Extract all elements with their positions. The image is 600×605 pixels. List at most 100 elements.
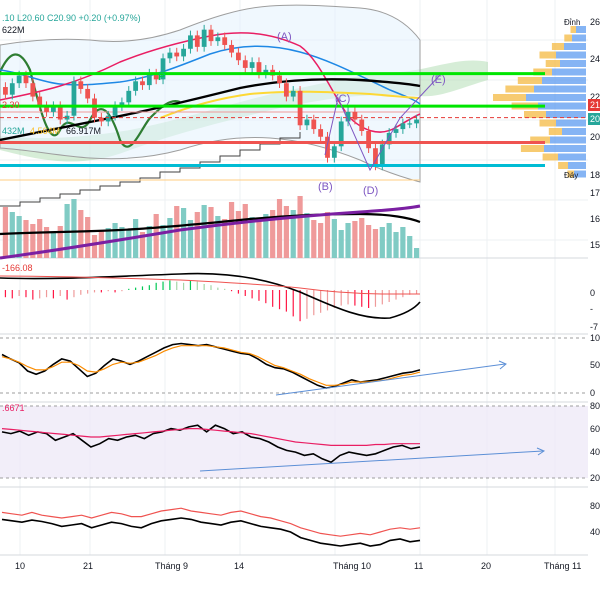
stochastic-lines — [1, 342, 421, 389]
candle-body — [44, 106, 49, 112]
legend-readouts: .10 L20.60 C20.90 +0.20 (+0.97%) 622M 2.… — [2, 13, 141, 136]
volume-bar — [297, 196, 303, 258]
ma-readout-c: 66.917M — [66, 126, 101, 136]
rsi-lines — [1, 424, 421, 464]
candle-body — [92, 98, 97, 118]
candle-body — [201, 29, 207, 47]
ma-fast-blue — [0, 45, 421, 105]
volume-profile-bar — [538, 102, 586, 110]
candle-body — [153, 73, 159, 80]
volume-profile-bar-sell — [533, 68, 552, 76]
volume-profile-bar-sell — [548, 128, 562, 135]
candle-body — [146, 73, 152, 86]
stoch-d-line — [1, 345, 421, 386]
candle-body — [400, 123, 406, 130]
candle-body — [119, 102, 125, 107]
ohlc-readout: .10 L20.60 C20.90 +0.20 (+0.97%) — [2, 13, 141, 23]
volume-bar — [180, 208, 187, 258]
volume-profile-bar-sell — [493, 94, 526, 101]
ma-readout-a: 432M — [2, 126, 25, 136]
volume-profile-bar — [534, 85, 586, 93]
candle-body — [249, 62, 255, 68]
volume-bar — [30, 224, 36, 258]
volume-tick-15: 15 — [590, 240, 600, 250]
ma-left-readout: 2.30 — [2, 100, 20, 110]
candle-body — [3, 87, 8, 95]
volume-ma-black — [0, 212, 421, 236]
ma-slow-black — [0, 78, 421, 142]
candle-body — [9, 83, 15, 95]
volume-profile-bar-sell — [551, 43, 564, 50]
volume-bar — [50, 232, 56, 258]
volume-profile-bar — [542, 77, 586, 84]
volume-bar — [201, 205, 207, 258]
volume-bar — [242, 204, 248, 258]
mfi-tick-40: 40 — [590, 527, 600, 537]
volume-bar — [78, 210, 84, 258]
volume-bar — [413, 248, 420, 258]
volume-bar — [352, 221, 358, 258]
volume-bar — [228, 202, 235, 258]
volume-profile-bar — [526, 94, 586, 101]
wave-path — [324, 74, 441, 172]
volume-bar — [9, 212, 15, 258]
volume-profile-bar — [574, 170, 586, 178]
volume-bar — [16, 216, 22, 258]
right-axis-bg — [588, 0, 600, 600]
price-badge-lower-text: 20 — [590, 114, 600, 124]
candle-body — [229, 44, 234, 53]
wave-label-c: (C) — [335, 93, 350, 105]
volume-bar — [366, 225, 372, 258]
volume-bar — [119, 227, 125, 258]
candle-body — [37, 96, 43, 107]
volume-profile — [493, 26, 586, 178]
time-label-thang-11: Tháng 11 — [544, 561, 581, 571]
stoch-trend-arrow — [498, 360, 507, 370]
wave-label-a: (A) — [277, 31, 292, 43]
volume-bar — [372, 229, 379, 258]
macd-readout: -166.08 — [2, 263, 33, 273]
macd-tick-mid: - — [590, 304, 593, 314]
volume-bar — [311, 220, 317, 258]
volume-bar — [276, 199, 283, 258]
candle-body — [64, 115, 70, 120]
volume-profile-bar — [546, 111, 586, 118]
rsi-readout: .6671 — [2, 403, 25, 413]
volume-bar — [2, 207, 9, 258]
volume-bar — [331, 219, 337, 258]
volume-bar — [256, 219, 262, 258]
candle-body — [304, 119, 310, 126]
marker-p: P — [158, 71, 165, 83]
rsi-trend-arrow — [536, 447, 546, 456]
volume-bar — [249, 217, 255, 258]
volume-tick-16: 16 — [590, 214, 600, 224]
time-label-thang-9: Tháng 9 — [155, 561, 188, 571]
volume-bar — [160, 225, 166, 258]
candle-body — [256, 62, 262, 74]
time-axis: 10 21 Tháng 9 14 Tháng 10 11 20 Tháng 11 — [15, 561, 581, 571]
candle-body — [105, 115, 111, 122]
mfi-lines — [1, 507, 421, 547]
volume-bar — [57, 226, 63, 258]
volume-bar — [91, 235, 98, 258]
volume-profile-bar-sell — [517, 77, 542, 84]
wave-label-d: (D) — [363, 185, 378, 197]
volume-bar — [359, 218, 365, 258]
volume-profile-bar-sell — [505, 85, 534, 93]
candlesticks — [3, 24, 419, 171]
wave-annotations: (A) (B) (C) (D) (E) P — [158, 31, 446, 197]
candle-body — [167, 52, 173, 59]
candle-body — [188, 35, 193, 49]
volume-profile-bar — [568, 162, 586, 169]
volume-profile-bar-sell — [530, 136, 550, 144]
volume-bar — [318, 223, 324, 258]
volume-profile-bar — [550, 136, 586, 144]
candle-body — [30, 83, 36, 97]
wave-label-b: (B) — [318, 181, 333, 193]
candle-body — [85, 88, 91, 99]
rsi-line — [1, 424, 421, 464]
stoch-tick-100: 100 — [590, 333, 600, 343]
volume-bar — [43, 227, 50, 258]
macd-line-red — [0, 275, 420, 295]
